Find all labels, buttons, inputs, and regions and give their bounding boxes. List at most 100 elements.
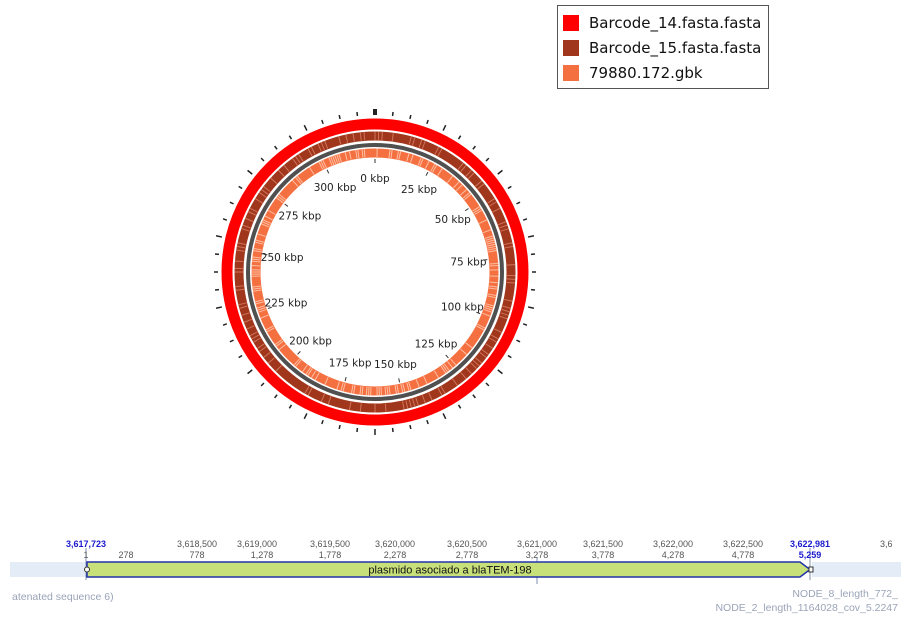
outer-tick	[485, 382, 490, 387]
left-context-bar	[10, 562, 90, 577]
legend-label: Barcode_15.fasta.fasta	[589, 39, 762, 57]
ring-stripe	[309, 167, 315, 175]
outer-tick	[485, 157, 490, 162]
ring-stripe	[424, 160, 430, 169]
outer-tick	[409, 114, 412, 120]
ring-stripe	[502, 305, 511, 309]
legend-swatch	[563, 40, 579, 56]
node-8-label[interactable]: NODE_8_length_772_	[792, 588, 898, 600]
ring-stripe	[277, 169, 285, 177]
ring-stripe	[442, 364, 448, 373]
outer-tick	[516, 339, 521, 343]
kbp-tick	[425, 171, 429, 176]
outer-tick	[472, 145, 476, 150]
ring-stripe	[479, 219, 488, 224]
ring-stripe	[320, 142, 325, 151]
ring-stripe	[384, 403, 387, 413]
ring-stripe	[506, 281, 516, 284]
ring-stripe	[305, 367, 312, 375]
ring-stripe	[296, 175, 304, 183]
ring-stripe	[320, 160, 326, 169]
ring-stripe	[428, 392, 433, 401]
ring-stripe	[394, 385, 397, 394]
ring-stripe	[235, 285, 244, 288]
ring-stripe	[504, 298, 513, 302]
ring-stripe	[353, 385, 356, 394]
ring-stripe	[487, 247, 497, 251]
ring-stripe	[464, 193, 472, 201]
ring-stripe	[446, 361, 454, 369]
ring-stripe	[472, 359, 480, 367]
ring-stripe	[465, 169, 473, 177]
kbp-tick	[344, 376, 347, 382]
sub-tick-label: 2,778	[456, 550, 479, 560]
sub-tick-label: 278	[118, 550, 133, 560]
ring-stripe	[253, 250, 262, 253]
ring-stripe	[332, 155, 337, 165]
ring-stripe	[338, 153, 342, 163]
outer-tick	[527, 234, 535, 238]
ring-stripe	[237, 242, 246, 246]
kbp-label: 300 kbp	[314, 182, 357, 194]
ring-stripe	[314, 372, 320, 381]
outer-tick	[522, 218, 528, 221]
kbp-label: 100 kbp	[441, 302, 484, 314]
outer-tick	[527, 306, 535, 310]
plasmid-feature-arrow[interactable]	[86, 561, 812, 578]
ring-stripe	[401, 401, 405, 410]
ring-stripe	[443, 363, 450, 371]
ring-stripe	[384, 386, 387, 396]
ring-stripe	[437, 148, 443, 157]
ring-stripe	[484, 235, 494, 239]
ring-stripe	[460, 164, 467, 172]
ring-stripe	[251, 334, 260, 340]
kbp-tick-marks	[263, 159, 488, 383]
inner-ring-stripes	[251, 148, 499, 396]
ring-stripe	[260, 314, 269, 319]
start-coordinate: 3,617,723	[66, 539, 106, 549]
ring-stripe	[357, 149, 360, 159]
kbp-tick	[267, 306, 272, 309]
ring-stripe	[276, 340, 284, 347]
ring-stripe	[274, 339, 283, 345]
ring-stripe	[236, 245, 246, 249]
outer-tick	[409, 424, 412, 430]
ring-stripe	[283, 164, 290, 172]
tick-label: 3,620,000	[375, 539, 415, 549]
ring-stripe	[261, 221, 271, 226]
ring-stripe	[504, 245, 514, 249]
ring-stripe	[476, 325, 485, 331]
legend-item: Barcode_14.fasta.fasta	[563, 12, 761, 34]
outer-tick	[274, 145, 278, 150]
ring-stripe	[390, 149, 393, 159]
ring-stripe	[434, 146, 440, 155]
ring-stripe	[258, 308, 267, 313]
ring-stripe	[437, 387, 443, 396]
ring-stripe	[245, 217, 254, 222]
ring-stripe	[415, 379, 420, 388]
ring-stripe	[242, 224, 251, 229]
outer-tick	[288, 404, 293, 409]
ring-stripe	[501, 309, 510, 313]
ring-stripe	[320, 393, 325, 402]
ring-stripe	[487, 245, 496, 249]
ring-stripe	[253, 247, 263, 251]
end-handle[interactable]	[808, 566, 814, 573]
ring-stripe	[488, 287, 498, 290]
ring-stripe	[267, 209, 276, 215]
ring-stripe	[477, 183, 485, 190]
sub-tick-label: 4,278	[662, 550, 685, 560]
ring-stripe	[322, 159, 327, 168]
kbp-label: 225 kbp	[265, 297, 308, 309]
ring-stripe	[455, 184, 463, 192]
ring-stripe	[440, 386, 446, 394]
ring-stripe	[338, 136, 342, 145]
ring-stripe	[493, 328, 503, 333]
ring-stripe	[486, 241, 495, 245]
legend: Barcode_14.fasta.fasta Barcode_15.fasta.…	[557, 5, 769, 89]
node-2-label[interactable]: NODE_2_length_1164028_cov_5.2247	[715, 602, 898, 614]
outer-tick	[238, 354, 243, 359]
ring-stripe	[504, 242, 513, 246]
tick-label: 3,619,000	[237, 539, 277, 549]
start-handle[interactable]	[84, 566, 90, 573]
